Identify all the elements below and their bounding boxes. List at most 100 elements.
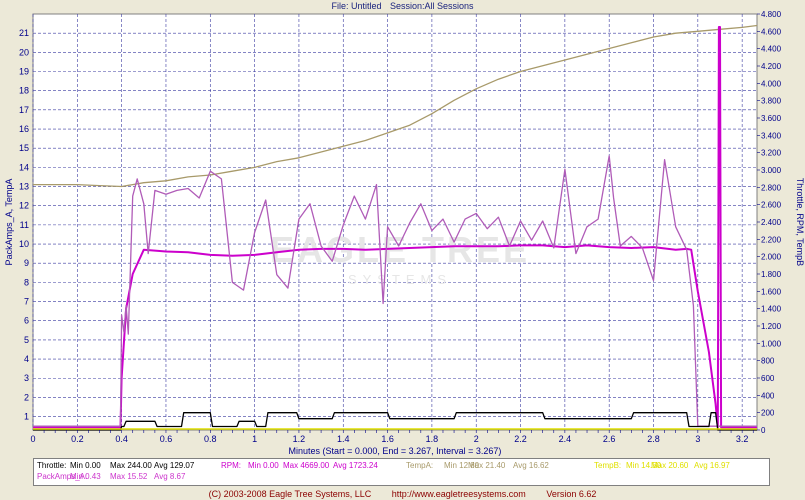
y-left-tick-label: 20 xyxy=(19,47,29,57)
stat-max: Max 20.60 xyxy=(651,461,689,470)
x-tick-label: 2.4 xyxy=(559,434,572,444)
stat-max: Max 21.40 xyxy=(468,461,506,470)
x-tick-label: 2.8 xyxy=(647,434,660,444)
x-axis-label: Minutes (Start = 0.000, End = 3.267, Int… xyxy=(289,446,502,456)
y-right-tick-label: 3.400 xyxy=(761,131,782,140)
y-left-tick-label: 3 xyxy=(24,373,29,383)
series-line-tempa xyxy=(33,24,758,188)
plot-area xyxy=(32,13,758,431)
y-left-tick-label: 10 xyxy=(19,239,29,249)
y-left-tick-label: 17 xyxy=(19,105,29,115)
stat-avg: Avg 1723.24 xyxy=(333,461,378,470)
stat-name: Throttle: xyxy=(37,461,67,470)
y-left-tick-label: 9 xyxy=(24,258,29,268)
stat-name: TempB: xyxy=(594,461,622,470)
version-text: Version 6.62 xyxy=(546,489,597,499)
x-tick-label: 1.8 xyxy=(426,434,439,444)
y-left-tick-label: 15 xyxy=(19,143,29,153)
x-tick-label: 0.2 xyxy=(71,434,84,444)
y-right-tick-label: 1.600 xyxy=(761,287,782,296)
y-left-tick-label: 4 xyxy=(24,354,29,364)
file-label: File: Untitled xyxy=(331,1,382,11)
y-right-tick-label: 2.400 xyxy=(761,218,782,227)
x-tick-label: 0 xyxy=(30,434,35,444)
x-tick-label: 1 xyxy=(252,434,257,444)
y-left-tick-label: 18 xyxy=(19,86,29,96)
x-tick-label: 3.2 xyxy=(736,434,749,444)
stat-name: PackAmps_A: xyxy=(37,472,88,481)
y-right-tick-label: 1.800 xyxy=(761,270,782,279)
y-left-tick-label: 11 xyxy=(20,220,29,230)
x-tick-label: 0.6 xyxy=(160,434,173,444)
y-left-tick-label: 5 xyxy=(24,335,29,345)
stat-min: Min 0.00 xyxy=(70,461,101,470)
y-left-tick-label: 8 xyxy=(24,277,29,287)
watermark-subtitle: SYSTEMS xyxy=(348,272,452,287)
stat-min: Min 0.00 xyxy=(248,461,279,470)
y-left-tick-label: 14 xyxy=(19,162,29,172)
y-right-tick-label: 800 xyxy=(761,357,775,366)
y-right-tick-label: 600 xyxy=(761,374,775,383)
y-right-tick-label: 0 xyxy=(761,426,766,435)
footer: (C) 2003-2008 Eagle Tree Systems, LLC ht… xyxy=(0,489,805,499)
website-link[interactable]: http://www.eagletreesystems.com xyxy=(391,489,526,499)
y-right-tick-label: 3.600 xyxy=(761,114,782,123)
y-right-tick-label: 4.200 xyxy=(761,62,782,71)
y-left-tick-label: 6 xyxy=(24,316,29,326)
x-tick-label: 2.2 xyxy=(514,434,527,444)
series-line-rpm xyxy=(33,26,757,429)
y-left-tick-label: 2 xyxy=(24,392,29,402)
stat-max: Max 15.52 xyxy=(110,472,148,481)
y-left-axis-label: PackAmps_A, TempA xyxy=(4,179,14,266)
y-right-tick-label: 3.800 xyxy=(761,97,782,106)
stat-min: Min 12.80 xyxy=(444,461,480,470)
y-right-tick-label: 4.400 xyxy=(761,45,782,54)
y-right-tick-label: 2.000 xyxy=(761,253,782,262)
y-left-tick-label: 1 xyxy=(24,412,29,422)
stat-avg: Avg 129.07 xyxy=(154,461,195,470)
y-left-tick-label: 16 xyxy=(19,124,29,134)
y-left-tick-label: 21 xyxy=(19,28,29,38)
y-right-axis-label: Throttle, RPM, TempB xyxy=(795,178,805,266)
stat-max: Max 244.00 xyxy=(110,461,152,470)
x-tick-label: 1.2 xyxy=(293,434,306,444)
y-right-tick-label: 1.200 xyxy=(761,322,782,331)
x-tick-label: 3 xyxy=(695,434,700,444)
stat-avg: Avg 8.67 xyxy=(154,472,186,481)
y-right-tick-label: 3.000 xyxy=(761,166,782,175)
y-right-tick-label: 3.200 xyxy=(761,149,782,158)
stat-avg: Avg 16.62 xyxy=(513,461,549,470)
x-tick-label: 2.6 xyxy=(603,434,616,444)
chart-header: File: Untitled Session:All Sessions xyxy=(0,1,805,11)
series-line-packamps-a xyxy=(33,155,757,427)
y-right-tick-label: 400 xyxy=(761,391,775,400)
x-tick-label: 0.4 xyxy=(115,434,128,444)
y-left-tick-label: 7 xyxy=(24,297,29,307)
y-right-tick-label: 4.800 xyxy=(761,10,782,19)
y-right-tick-label: 2.200 xyxy=(761,235,782,244)
y-right-tick-label: 2.600 xyxy=(761,201,782,210)
copyright-text: (C) 2003-2008 Eagle Tree Systems, LLC xyxy=(208,489,372,499)
y-left-tick-label: 19 xyxy=(19,67,29,77)
x-tick-label: 1.6 xyxy=(381,434,394,444)
session-label: Session:All Sessions xyxy=(390,1,474,11)
x-tick-label: 0.8 xyxy=(204,434,217,444)
y-right-tick-label: 2.800 xyxy=(761,183,782,192)
y-left-tick-label: 13 xyxy=(19,182,29,192)
x-tick-label: 2 xyxy=(474,434,479,444)
y-right-tick-label: 1.400 xyxy=(761,305,782,314)
stats-panel: Throttle: Min 0.00 Max 244.00 Avg 129.07 Pac… xyxy=(33,458,770,486)
y-right-tick-label: 4.600 xyxy=(761,27,782,36)
y-left-tick-label: 12 xyxy=(19,201,29,211)
series-line-throttle xyxy=(33,412,757,431)
y-right-tick-label: 200 xyxy=(761,409,775,418)
x-tick-label: 1.4 xyxy=(337,434,350,444)
stat-min: Min 14.50 xyxy=(626,461,662,470)
stat-avg: Avg 16.97 xyxy=(694,461,730,470)
stat-name: RPM: xyxy=(221,461,241,470)
stat-name: TempA: xyxy=(406,461,434,470)
stat-max: Max 4669.00 xyxy=(283,461,330,470)
y-right-tick-label: 1.000 xyxy=(761,339,782,348)
stat-min: Min 0.43 xyxy=(70,472,101,481)
